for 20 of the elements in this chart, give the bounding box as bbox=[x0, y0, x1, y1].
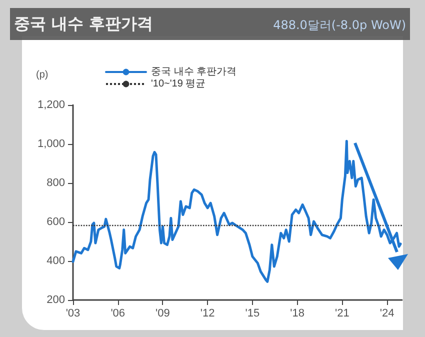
chart-subtitle: 488.0달러(-8.0p WoW) bbox=[273, 17, 406, 34]
y-tick-label: 400 bbox=[46, 255, 65, 267]
x-tick-label: '24 bbox=[380, 308, 394, 320]
x-tick-label: '12 bbox=[200, 308, 215, 320]
x-tick-label: '09 bbox=[156, 308, 170, 320]
x-tick-label: '03 bbox=[66, 308, 80, 320]
x-tick-label: '21 bbox=[335, 308, 350, 320]
legend-label: 중국 내수 후판가격 bbox=[151, 66, 237, 78]
y-tick-label: 200 bbox=[46, 294, 65, 306]
x-tick-label: '15 bbox=[245, 308, 260, 320]
x-tick-label: '18 bbox=[290, 308, 304, 320]
y-tick-label: 1,200 bbox=[37, 99, 65, 111]
y-tick-label: 600 bbox=[46, 216, 65, 228]
y-tick-label: 1,000 bbox=[37, 138, 65, 150]
legend-label: '10~'19 평균 bbox=[151, 78, 206, 90]
line-series bbox=[72, 140, 402, 283]
y-tick-label: 800 bbox=[46, 177, 65, 189]
y-axis-title: (p) bbox=[36, 70, 48, 80]
chart-title: 중국 내수 후판가격 bbox=[14, 14, 154, 35]
x-tick-label: '06 bbox=[110, 308, 126, 320]
